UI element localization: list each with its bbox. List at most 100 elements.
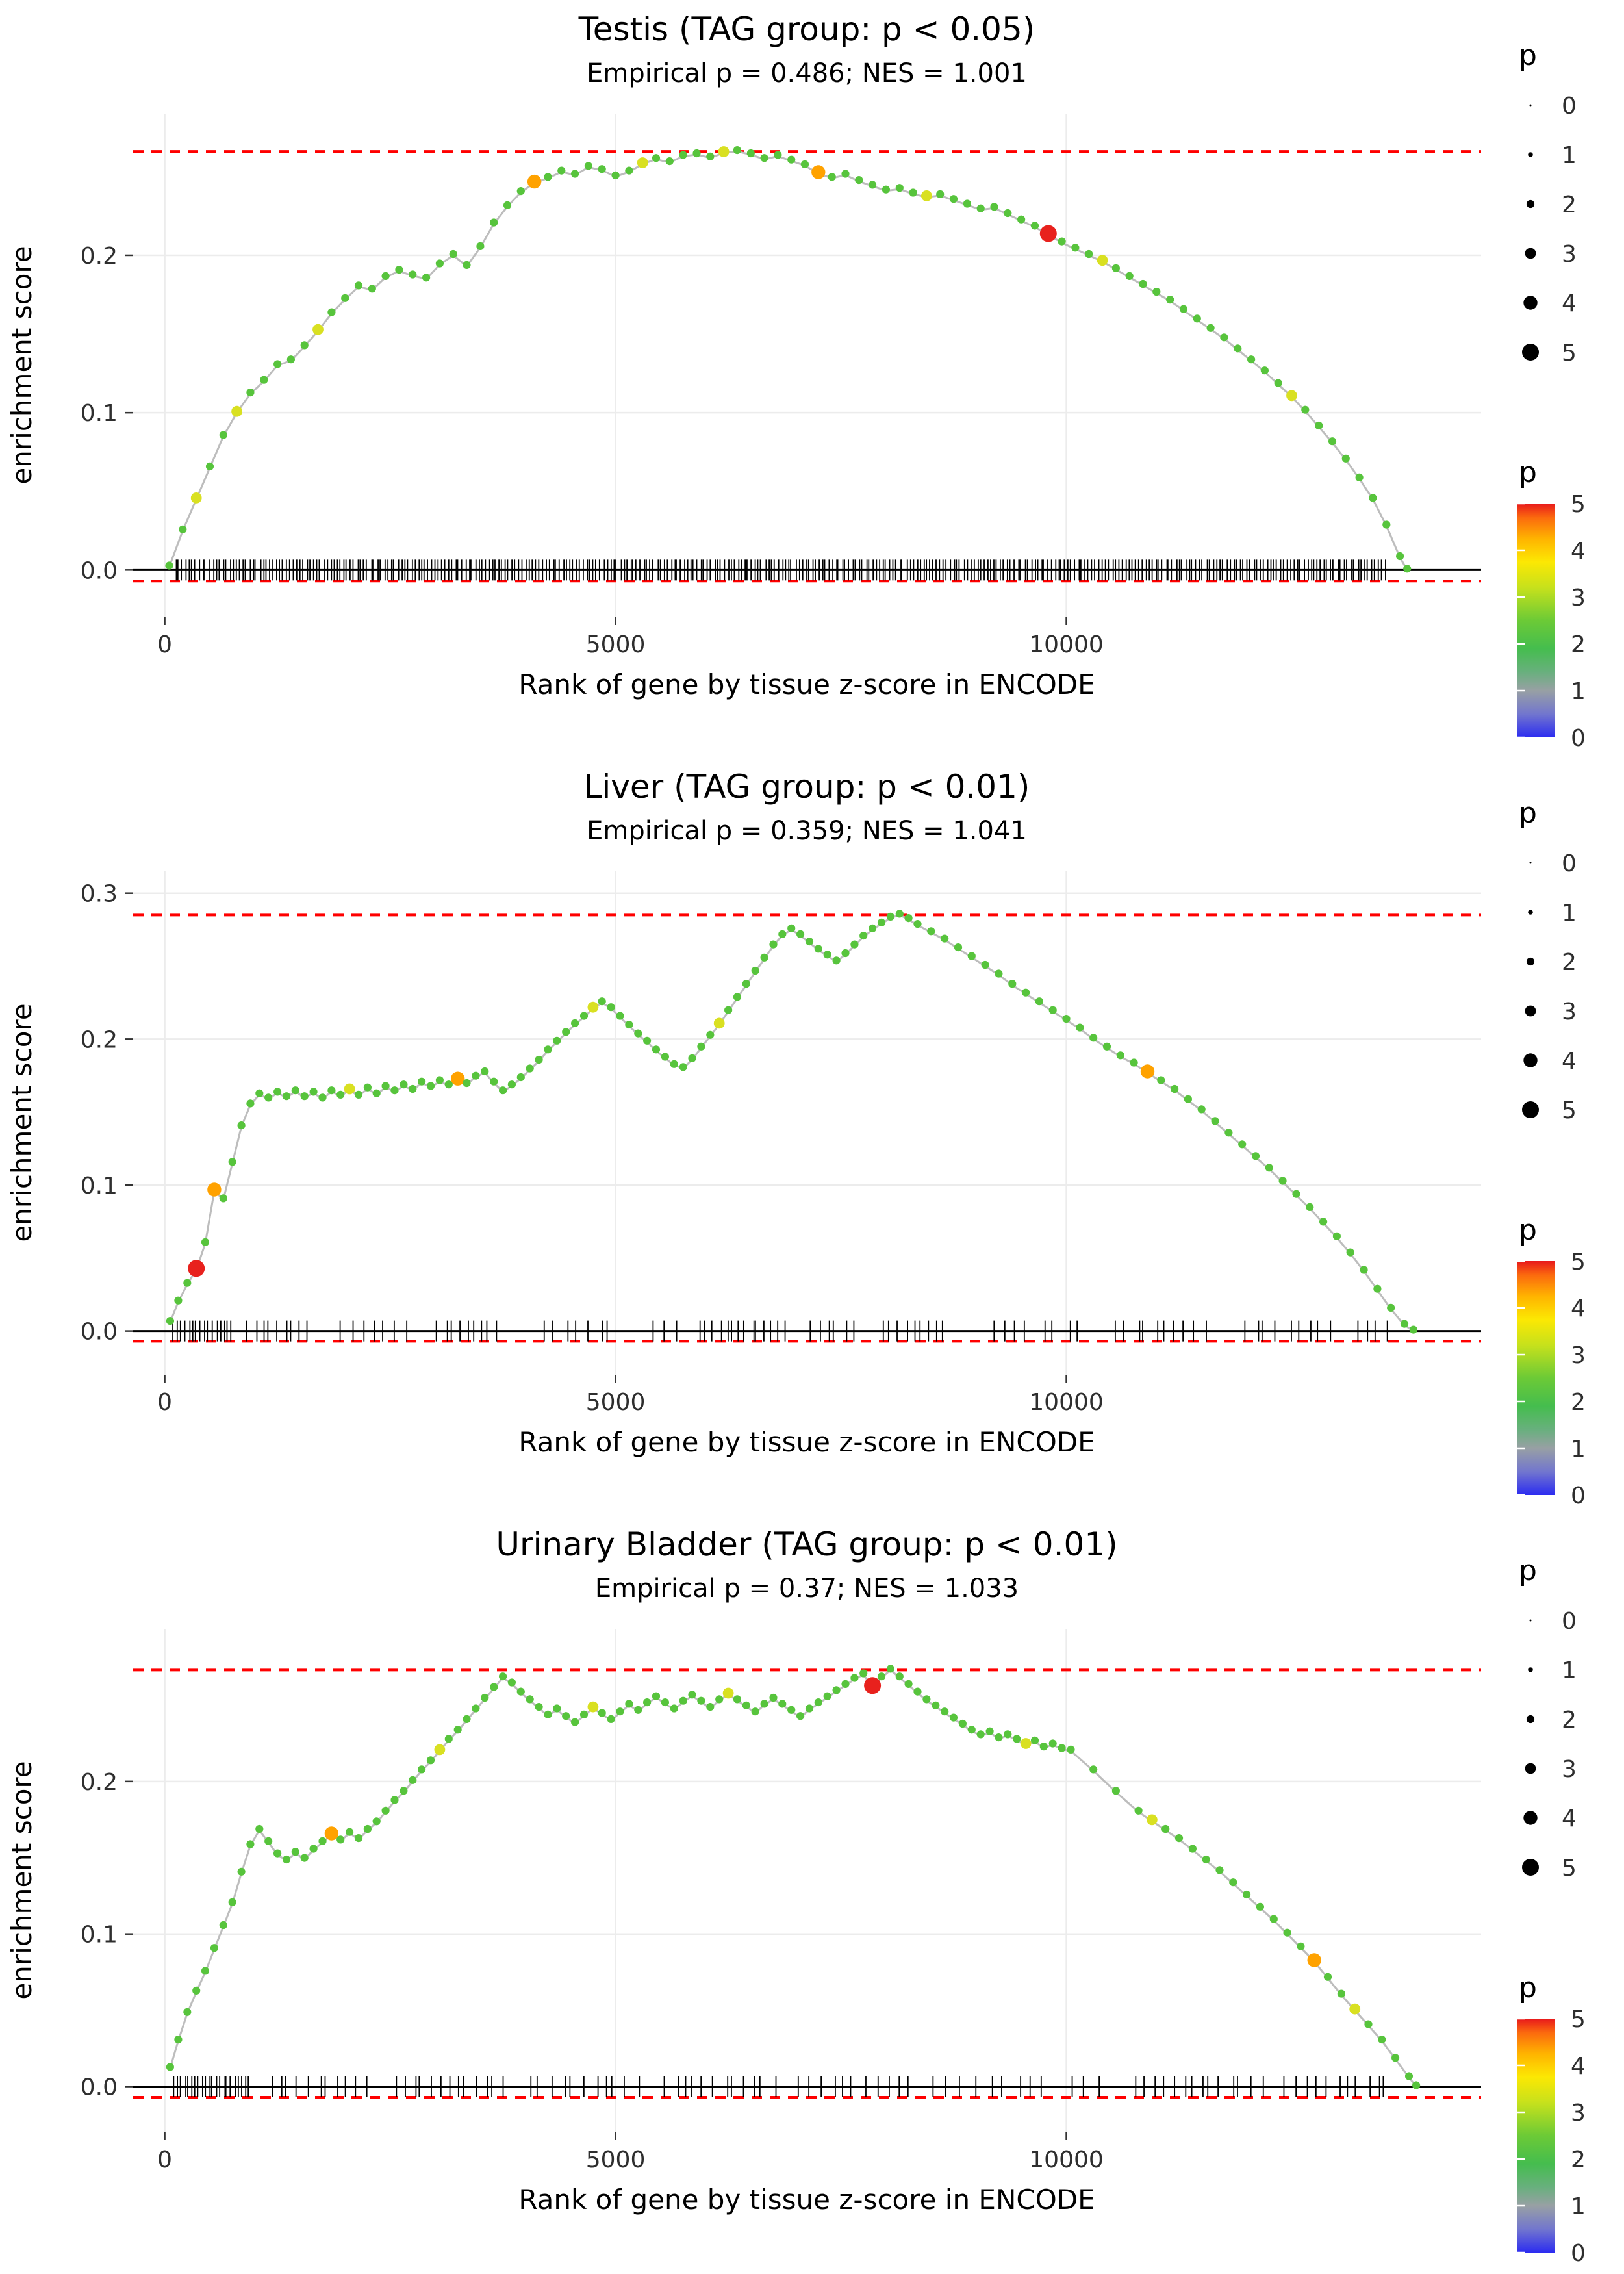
size-legend-label: 5 [1562,1855,1577,1882]
gene-dot [652,154,661,162]
gene-dot [688,1691,696,1699]
gene-dot [228,1898,236,1906]
gene-dot [877,918,886,926]
gene-dot [787,155,796,164]
gene-dot [1174,1834,1184,1843]
gene-dot [490,1683,498,1691]
gene-dot [201,1238,210,1246]
gene-dot [1048,1006,1057,1014]
size-legend-label: 3 [1562,999,1577,1025]
gene-dot [963,199,971,208]
gene-dot [625,166,633,175]
gene-dot [1256,1902,1264,1911]
chart-subtitle: Empirical p = 0.359; NES = 1.041 [587,816,1027,846]
gene-dot [166,1317,174,1325]
gene-dot [1220,333,1228,342]
gene-dot [219,1921,227,1930]
gene-dot [733,993,741,1001]
gene-dot [1017,215,1026,224]
color-legend-label: 5 [1571,2006,1586,2033]
x-tick-label: 0 [157,632,172,658]
gene-dot [832,956,841,965]
gene-dots [166,910,1417,1334]
size-legend-label: 4 [1562,1048,1577,1075]
gene-dot [1188,1845,1197,1853]
chart-title: Liver (TAG group: p < 0.01) [584,768,1030,806]
threshold-lines [133,913,1481,1343]
size-legend-label: 4 [1562,290,1577,317]
gene-dot [1039,225,1057,242]
size-legend-dot [1529,862,1532,864]
gene-dot [1341,454,1350,463]
gene-dot [1373,1284,1382,1293]
gridlines [133,871,1481,1375]
size-legend-dot [1525,248,1536,259]
gene-dot [183,2008,192,2016]
gene-dot [1197,1105,1206,1114]
x-tick-label: 5000 [586,2147,646,2173]
enrichment-curve [169,1668,1417,2088]
gene-dot [811,165,826,179]
gene-dots [165,146,1412,573]
gene-dot [637,157,648,168]
gene-dot [544,173,552,181]
size-legend-dot [1526,199,1535,209]
gene-dot [927,927,935,936]
gene-dot [282,1092,291,1101]
color-legend-label: 2 [1571,2147,1586,2173]
y-tick-label: 0.2 [81,1027,118,1053]
color-legend-label: 1 [1571,1436,1586,1463]
gene-dot [1238,1140,1247,1149]
gene-dot [1400,1320,1409,1328]
gene-dot [713,1017,725,1029]
gene-dot [1403,565,1412,573]
gene-dot [715,1695,724,1704]
gene-dot [192,1986,201,1995]
size-legend-title: p [1519,39,1537,72]
gene-dot [324,1826,339,1841]
gridlines [133,114,1481,617]
gene-dot [769,940,778,949]
gene-dot [841,1680,850,1688]
gene-dot [434,1744,446,1756]
gene-dot [787,924,796,932]
gene-dot [381,1082,390,1090]
gene-dot [260,376,268,384]
gene-dot [665,157,674,166]
y-tick-label: 0.0 [81,1319,118,1346]
gene-dot [661,1053,669,1061]
gene-dot [1274,379,1282,387]
gene-dot [291,1086,299,1095]
gene-dot [1139,279,1147,288]
gene-dot [327,1086,336,1095]
gene-dot [823,951,831,959]
color-legend-label: 0 [1571,725,1586,752]
gene-dot [634,1706,642,1714]
gene-dot [426,1082,435,1090]
gene-dot [1307,1953,1321,1967]
y-tick-label: 0.0 [81,2075,118,2101]
gene-dot [210,1944,218,1952]
gene-dot [453,1726,462,1734]
gene-dot [941,934,949,943]
gene-dot [841,949,850,958]
gene-dot [598,1709,606,1717]
color-legend-label: 1 [1571,2193,1586,2220]
gene-dot [1157,1076,1165,1084]
gene-dot [381,272,390,280]
enrichment-chart-testis: Testis (TAG group: p < 0.05) Empirical p… [6,10,1586,752]
gene-dot [850,1674,859,1682]
color-legend-label: 0 [1571,2240,1586,2267]
color-legend-label: 3 [1571,2100,1586,2127]
color-legend-title: p [1519,1214,1537,1247]
color-legend-label: 2 [1571,632,1586,658]
gene-dot [864,1677,882,1694]
gene-dot [246,1099,255,1108]
gene-dot [312,324,324,335]
color-legend: p 5 4 3 2 1 0 [1517,456,1586,752]
gene-dot [451,1071,465,1086]
size-legend-label: 0 [1562,93,1577,120]
gene-dot [444,1080,453,1089]
